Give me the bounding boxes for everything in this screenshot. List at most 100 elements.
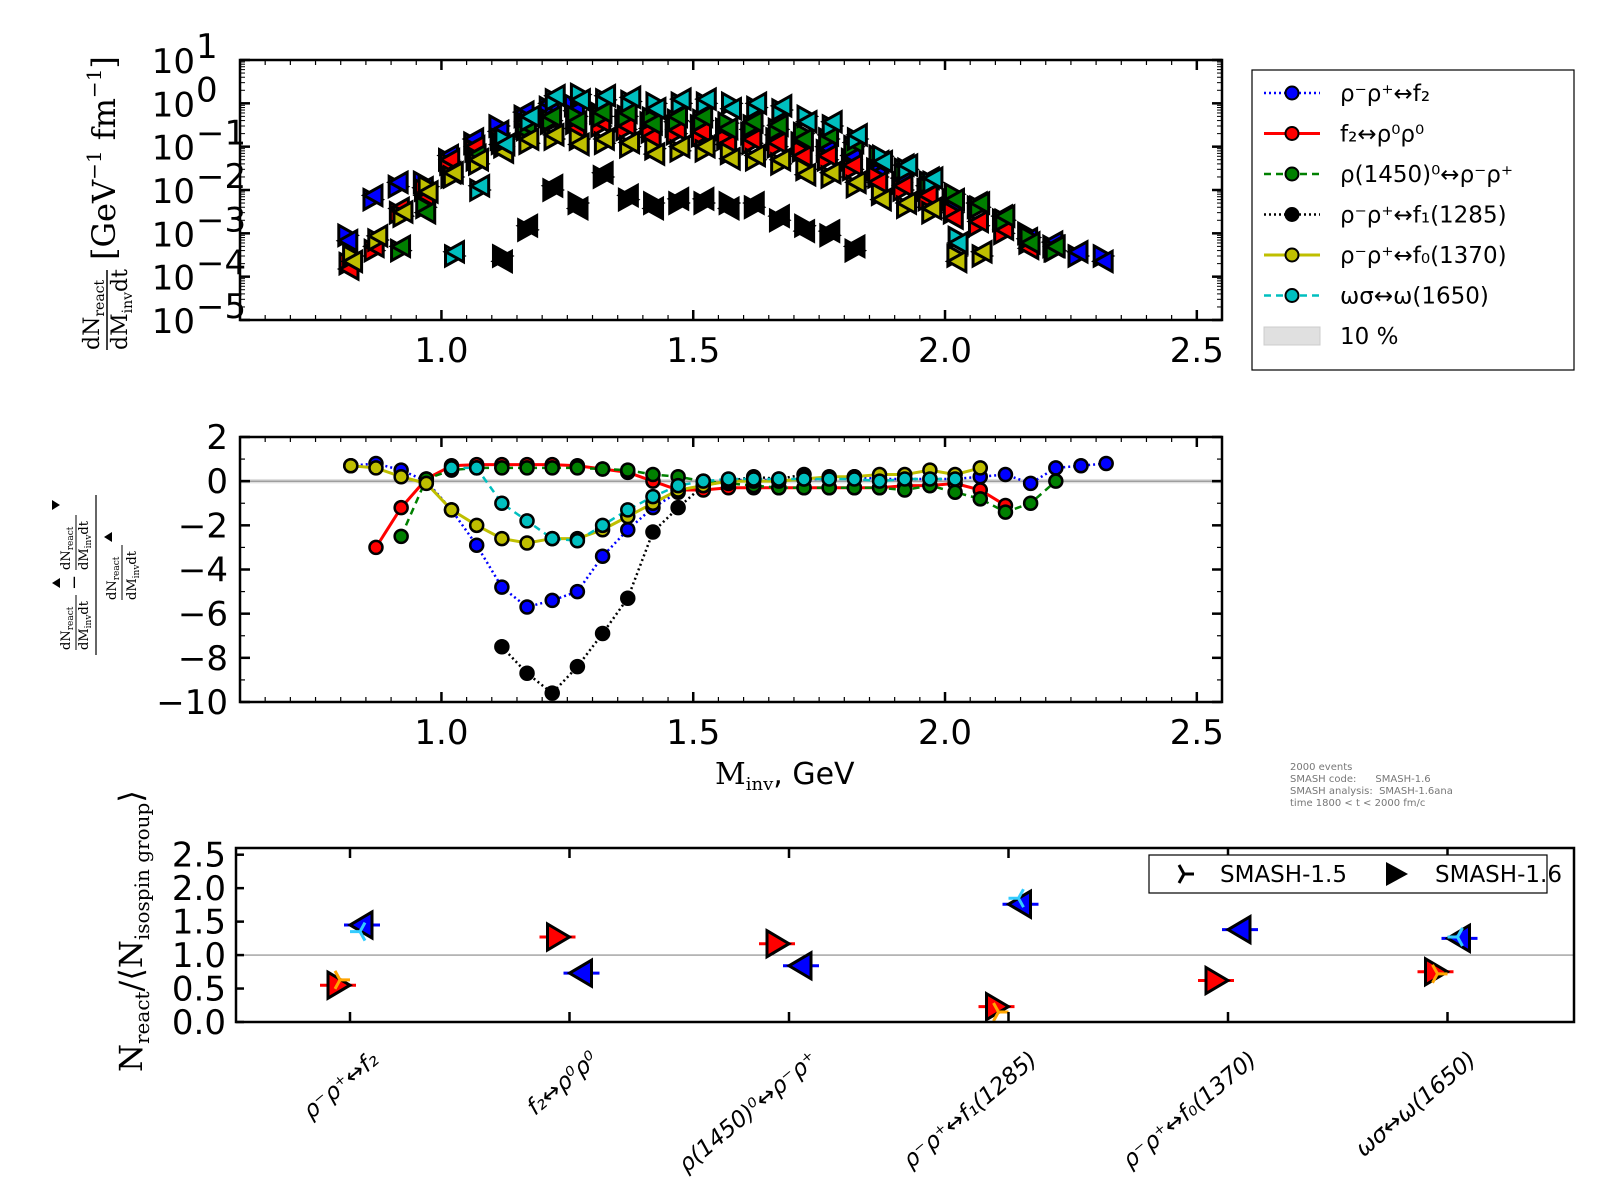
- y-tick-label: −8: [178, 639, 228, 679]
- legend-swatch-marker: [1284, 288, 1300, 303]
- y-tick-label: −2: [178, 506, 228, 546]
- legend-bottom-entries: SMASH-1.5 SMASH-1.6: [1177, 862, 1562, 888]
- info-time: time 1800 < t < 2000 fm/c: [1290, 798, 1426, 809]
- legend-smash15-icon: [1177, 864, 1194, 884]
- reverse-marker: [642, 141, 666, 167]
- reverse-marker: [666, 186, 690, 212]
- legend-bottom: SMASH-1.5 SMASH-1.6: [1148, 854, 1562, 894]
- y-tick-label: 0: [206, 462, 228, 502]
- reverse-marker: [591, 160, 614, 186]
- reverse-marker: [817, 218, 841, 244]
- series-point: [972, 460, 989, 476]
- reverse-marker: [567, 131, 590, 157]
- legend-entry-label: ρ⁻ρ⁺↔f₀(1370): [1340, 243, 1507, 269]
- reverse-marker: [718, 146, 741, 172]
- y-tick-label: 0.0: [172, 1003, 226, 1043]
- reverse-marker: [667, 134, 691, 160]
- series-point: [368, 460, 384, 476]
- series-point: [922, 471, 938, 487]
- reverse-marker: [920, 165, 944, 191]
- reverse-marker: [335, 228, 359, 254]
- series-point: [393, 469, 409, 485]
- series-point: [594, 517, 611, 534]
- series-point: [1022, 495, 1039, 511]
- series-point: [1022, 475, 1039, 492]
- top-y-axis-label: dNreact dMinvdt [GeV−1 fm−1]: [80, 56, 136, 350]
- x-tick-label: 1.0: [414, 713, 468, 753]
- reverse-marker: [592, 126, 615, 152]
- y-tick-label: 10: [152, 129, 195, 169]
- reverse-marker: [565, 195, 589, 222]
- reverse-marker: [413, 200, 437, 226]
- reverse-marker: [416, 179, 439, 205]
- reverse-marker: [744, 90, 768, 116]
- reverse-marker: [919, 195, 943, 222]
- y-tick-label: 10: [152, 302, 195, 342]
- x-tick-label: 2.0: [918, 331, 972, 371]
- middle-x-axis-label: Minv, GeV: [715, 757, 855, 795]
- series-point: [544, 685, 560, 701]
- reverse-marker: [566, 957, 593, 989]
- reverse-marker: [966, 208, 989, 235]
- reverse-marker: [941, 205, 964, 231]
- series-point: [569, 533, 586, 549]
- legend-entries: ρ⁻ρ⁺↔f₂ f₂↔ρ⁰ρ⁰ ρ(1450)⁰↔ρ⁻ρ⁺ ρ⁻ρ⁺↔f₁(1285)…: [1263, 81, 1513, 350]
- smash15-marker: [333, 970, 350, 990]
- legend-smash16-icon: [1386, 862, 1408, 886]
- series-point: [343, 457, 359, 474]
- reverse-marker: [540, 173, 564, 199]
- ylabel-den-a: dMinvdt: [77, 600, 94, 650]
- bottom-panel: 2.52.01.51.00.50.0 ρ⁻ρ⁺↔f₂ f₂↔ρ⁰ρ⁰ ρ(1450)…: [112, 790, 1576, 1178]
- reverse-marker: [895, 152, 919, 178]
- reverse-marker: [792, 218, 816, 244]
- reverse-marker: [467, 173, 491, 199]
- reverse-marker: [617, 129, 641, 156]
- legend-smash15-label: SMASH-1.5: [1220, 862, 1347, 888]
- y-tick-label: 10: [152, 42, 195, 82]
- info-analysis: SMASH analysis: SMASH-1.6ana: [1290, 786, 1453, 797]
- y-tick-exponent: 1: [196, 27, 218, 67]
- series-point: [494, 460, 510, 476]
- x-tick-label: 1.0: [414, 331, 468, 371]
- svg-text:−: −: [64, 575, 85, 590]
- series-point: [972, 491, 989, 507]
- reverse-marker: [767, 203, 790, 229]
- series-point: [645, 466, 661, 483]
- series-point: [947, 484, 963, 500]
- reverse-marker: [768, 147, 792, 173]
- reverse-marker: [786, 950, 813, 982]
- reverse-marker: [466, 147, 489, 173]
- series-point: [997, 466, 1014, 483]
- reverse-marker: [1065, 239, 1089, 265]
- y-tick-label: 0.5: [172, 970, 226, 1010]
- legend-swatch-band: [1263, 326, 1321, 346]
- top-x-tick-labels: 1.0 1.5 2.0 2.5: [414, 331, 1223, 371]
- reverse-marker: [616, 182, 639, 208]
- reverse-marker: [942, 187, 965, 213]
- legend-swatch-marker: [1284, 126, 1300, 141]
- reverse-marker: [791, 126, 814, 152]
- reverse-marker: [1225, 914, 1252, 946]
- reverse-marker: [967, 190, 991, 216]
- reverse-marker: [541, 122, 565, 148]
- category-label: ρ(1450)⁰↔ρ⁻ρ⁺: [674, 1047, 823, 1178]
- series-point: [670, 477, 686, 494]
- reverse-marker: [618, 84, 642, 110]
- run-info: 2000 events SMASH code: SMASH-1.6 SMASH an…: [1290, 762, 1453, 810]
- reverse-marker: [386, 169, 409, 195]
- reverse-marker: [1091, 248, 1114, 274]
- reverse-marker: [641, 195, 665, 222]
- series-point: [569, 583, 586, 600]
- series-point: [846, 471, 863, 487]
- y-tick-label: 1.5: [172, 903, 226, 943]
- reverse-marker: [441, 160, 464, 186]
- bottom-category-labels: ρ⁻ρ⁺↔f₂ f₂↔ρ⁰ρ⁰ ρ(1450)⁰↔ρ⁻ρ⁺ ρ⁻ρ⁺↔f₁(1285)…: [298, 1047, 1481, 1178]
- series-point: [494, 579, 510, 595]
- reverse-marker: [716, 195, 740, 222]
- series-point: [695, 473, 712, 489]
- series-line: [451, 466, 956, 543]
- series-point: [670, 499, 686, 516]
- series-point: [947, 471, 963, 487]
